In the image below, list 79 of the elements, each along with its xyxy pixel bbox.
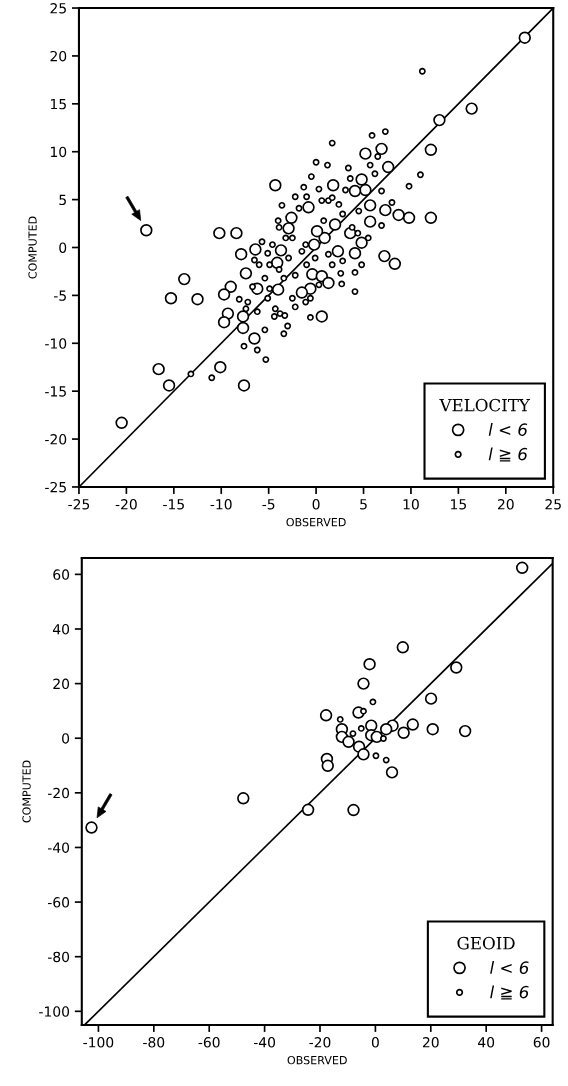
- point: [424, 692, 438, 705]
- x-tick-label: -10: [210, 499, 232, 510]
- point: [406, 718, 420, 731]
- y-axis-title: COMPUTED: [28, 216, 37, 279]
- point: [369, 698, 377, 706]
- x-tick-label: -80: [143, 1037, 165, 1048]
- point: [385, 766, 399, 779]
- point: [357, 724, 365, 732]
- x-tick-label: -20: [115, 499, 137, 510]
- point: [372, 752, 380, 760]
- x-tick-label: 0: [371, 1037, 379, 1048]
- point: [360, 707, 367, 715]
- point: [321, 759, 334, 773]
- x-tick-label: -100: [83, 1037, 114, 1048]
- x-tick-label: -25: [68, 499, 90, 510]
- x-axis-title: OBSERVED: [287, 1055, 347, 1065]
- y-tick-label: -60: [47, 897, 70, 908]
- y-tick-label: 5: [59, 194, 66, 206]
- y-axis-title: COMPUTED: [22, 760, 31, 823]
- x-tick-label: 10: [403, 499, 419, 510]
- x-tick-label: -5: [262, 499, 275, 510]
- y-tick-label: 20: [50, 50, 67, 62]
- point: [301, 803, 315, 816]
- point: [237, 792, 250, 805]
- y-tick-label: -20: [47, 787, 70, 799]
- y-tick-label: -100: [39, 1006, 70, 1017]
- point: [336, 715, 344, 723]
- point: [515, 561, 529, 575]
- y-tick-label: -10: [45, 338, 67, 349]
- x-tick-label: 0: [312, 499, 320, 510]
- legend-label: l < 6: [488, 423, 528, 436]
- x-tick-label: -60: [198, 1037, 220, 1048]
- point: [397, 726, 410, 739]
- y-tick-label: 40: [52, 623, 70, 635]
- point: [347, 803, 360, 817]
- x-tick-label: 25: [545, 499, 561, 510]
- y-tick-label: 10: [51, 146, 67, 158]
- legend-title: GEOID: [457, 936, 515, 950]
- x-tick-label: 20: [497, 499, 514, 510]
- legend-title: VELOCITY: [439, 398, 531, 412]
- point: [379, 722, 393, 736]
- y-tick-label: 20: [53, 678, 70, 690]
- x-tick-label: -20: [309, 1037, 331, 1048]
- y-tick-label: 25: [50, 3, 66, 14]
- point: [349, 730, 357, 738]
- point: [458, 724, 472, 738]
- point: [382, 756, 390, 764]
- x-tick-label: 20: [422, 1037, 439, 1048]
- x-tick-label: 5: [360, 499, 367, 510]
- y-tick-label: -25: [45, 481, 66, 493]
- y-tick-label: -80: [47, 951, 70, 963]
- point: [342, 735, 355, 748]
- y-tick-label: -15: [45, 386, 66, 397]
- point: [370, 730, 383, 744]
- x-tick-label: 40: [478, 1037, 495, 1048]
- x-tick-label: -40: [253, 1037, 276, 1048]
- point: [379, 735, 387, 742]
- point: [357, 677, 370, 690]
- point: [319, 709, 333, 722]
- y-tick-label: -20: [45, 434, 67, 445]
- y-tick-label: 0: [59, 242, 67, 253]
- point: [396, 641, 410, 654]
- x-tick-label: -15: [163, 499, 184, 510]
- legend-label: l ≧ 6: [490, 985, 529, 1000]
- point: [363, 658, 376, 671]
- y-tick-label: -5: [53, 290, 66, 301]
- x-axis-title: OBSERVED: [286, 517, 346, 527]
- y-tick-label: 0: [62, 733, 70, 744]
- point: [85, 821, 98, 834]
- point: [426, 722, 439, 736]
- legend-label: l < 6: [490, 961, 529, 974]
- point: [357, 748, 370, 761]
- x-tick-label: 60: [533, 1037, 550, 1048]
- legend-label: l ≧ 6: [488, 447, 528, 462]
- point: [450, 661, 463, 674]
- y-tick-label: 60: [53, 569, 70, 580]
- y-tick-label: 15: [51, 98, 66, 110]
- x-tick-label: 15: [451, 499, 466, 510]
- y-tick-label: -40: [47, 842, 70, 853]
